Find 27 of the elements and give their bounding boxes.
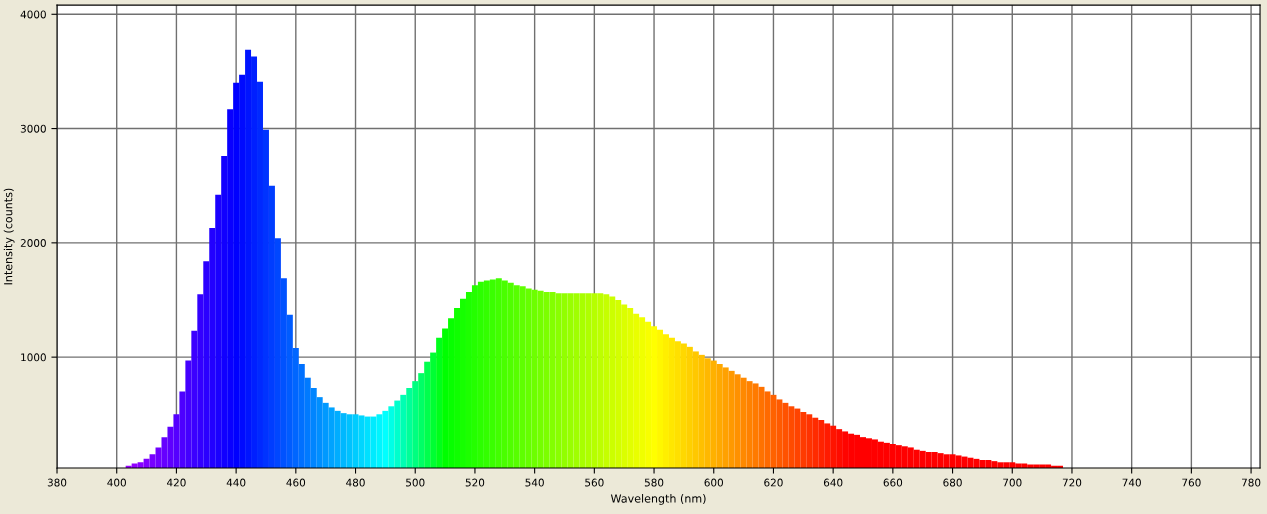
y-tick-label: 1000: [21, 353, 46, 362]
y-tick-label: 4000: [20, 10, 46, 19]
y-tick-label: 2000: [20, 239, 46, 247]
x-tick-label: 640: [823, 478, 843, 487]
x-tick-label: 420: [166, 478, 186, 487]
x-tick-label: 520: [465, 478, 485, 487]
x-tick-label: 580: [644, 478, 664, 487]
x-tick-label: 600: [704, 478, 723, 487]
x-tick-label: 720: [1062, 478, 1082, 487]
x-tick-label: 760: [1182, 478, 1201, 487]
y-axis-title: Intensity (counts): [3, 188, 15, 285]
x-axis-title: Wavelength (nm): [610, 494, 706, 505]
x-tick-label: 400: [107, 478, 126, 487]
x-tick-label: 660: [883, 478, 903, 487]
x-tick-label: 780: [1241, 478, 1261, 487]
x-tick-label: 680: [943, 478, 962, 487]
y-tick-label: 3000: [20, 124, 46, 133]
x-tick-label: 460: [286, 478, 306, 487]
x-tick-label: 740: [1122, 478, 1141, 487]
x-tick-label: 700: [1003, 478, 1022, 487]
x-tick-label: 440: [226, 478, 246, 487]
x-tick-label: 560: [585, 478, 604, 487]
x-tick-label: 380: [47, 478, 67, 487]
x-tick-label: 620: [764, 478, 783, 487]
x-tick-label: 540: [525, 478, 544, 487]
x-tick-label: 500: [406, 478, 425, 487]
x-tick-label: 480: [346, 478, 365, 487]
